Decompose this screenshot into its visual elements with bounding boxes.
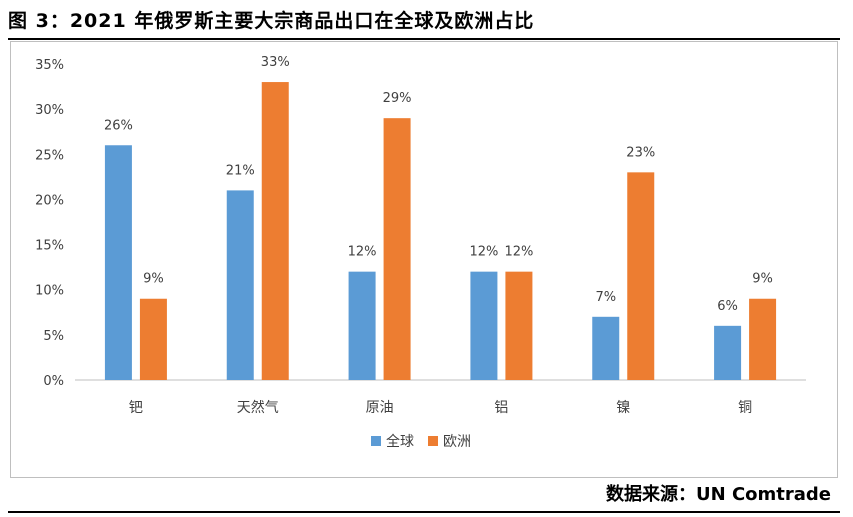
chart-frame <box>10 41 838 478</box>
category-label: 天然气 <box>237 399 279 416</box>
category-label: 铝 <box>494 400 508 416</box>
x-axis: 钯 天然气 原油 铝 镍 铜 <box>129 399 752 416</box>
category-label: 钯 <box>129 400 143 416</box>
bar-europe <box>505 271 533 380</box>
y-tick-label: 35% <box>35 58 64 73</box>
data-label: 33% <box>261 55 290 70</box>
title-rule <box>8 38 840 40</box>
legend-label: 欧洲 <box>443 434 471 450</box>
bar-europe <box>383 118 411 381</box>
y-tick-label: 10% <box>35 284 64 299</box>
bar-europe <box>261 82 289 381</box>
figure-title: 图 3：2021 年俄罗斯主要大宗商品出口在全球及欧洲占比 <box>8 10 535 32</box>
data-label: 23% <box>626 145 655 160</box>
category-label: 铜 <box>738 400 752 416</box>
data-label: 9% <box>752 272 773 287</box>
bar-global <box>714 325 742 380</box>
bar-global <box>348 271 376 380</box>
legend-swatch-europe <box>428 436 438 446</box>
bar-europe <box>749 298 777 380</box>
data-label: 6% <box>717 299 738 314</box>
source-note: 数据来源：UN Comtrade <box>606 484 831 505</box>
data-label: 12% <box>469 245 498 260</box>
data-label: 26% <box>104 118 133 133</box>
y-tick-label: 20% <box>35 193 64 208</box>
data-label: 21% <box>226 163 255 178</box>
y-tick-label: 30% <box>35 103 64 118</box>
category-label: 原油 <box>366 400 394 416</box>
y-tick-label: 25% <box>35 148 64 163</box>
source-rule <box>8 511 840 513</box>
bars: 26% 9% 21% 33% 12% 29% 12% 12% 7% 23% 6% 9% <box>104 55 777 381</box>
y-tick-label: 5% <box>43 329 64 344</box>
y-tick-label: 0% <box>43 374 64 389</box>
legend-label: 全球 <box>386 433 414 450</box>
bar-global <box>104 145 132 380</box>
bar-global <box>592 316 620 380</box>
data-label: 29% <box>383 91 412 106</box>
bar-global <box>226 190 254 380</box>
bar-europe <box>627 172 655 380</box>
data-label: 12% <box>504 245 533 260</box>
legend-swatch-global <box>371 436 381 446</box>
bar-global <box>470 271 498 380</box>
data-label: 7% <box>595 290 616 305</box>
y-tick-label: 15% <box>35 239 64 254</box>
y-axis: 0% 5% 10% 15% 20% 25% 30% 35% <box>35 58 64 389</box>
data-label: 12% <box>348 245 377 260</box>
data-label: 9% <box>143 272 164 287</box>
legend: 全球 欧洲 <box>371 433 471 450</box>
bar-europe <box>139 298 167 380</box>
category-label: 镍 <box>616 400 630 416</box>
